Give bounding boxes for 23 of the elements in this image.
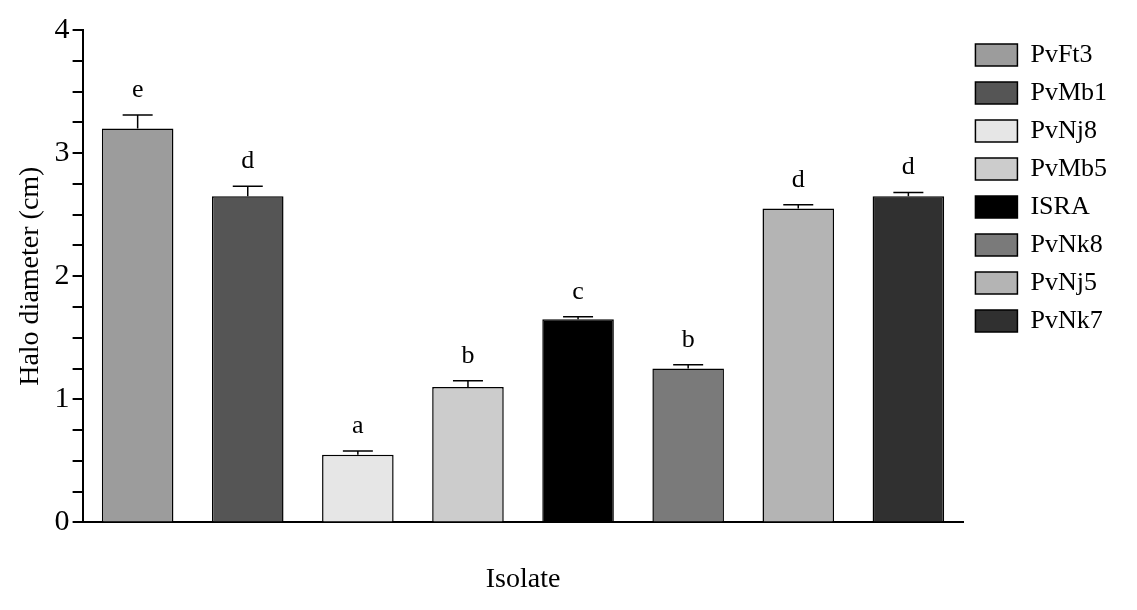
data-label: d [791, 163, 805, 193]
data-label: a [352, 409, 365, 439]
legend-label: PvNk8 [1030, 228, 1103, 258]
y-tick-label: 2 [54, 257, 70, 291]
y-tick-label: 4 [54, 10, 70, 44]
data-label: b [461, 339, 475, 369]
legend-label: PvMb5 [1030, 152, 1107, 182]
legend-label: ISRA [1030, 190, 1090, 220]
data-label: b [681, 323, 695, 353]
legend-label: PvNk7 [1030, 304, 1103, 334]
legend-label: PvNj8 [1030, 114, 1097, 144]
y-tick-label: 1 [54, 380, 70, 414]
data-label: c [572, 275, 584, 305]
y-tick-label: 0 [54, 503, 70, 537]
data-label: e [131, 73, 144, 103]
legend-label: PvFt3 [1030, 38, 1093, 68]
y-axis-title: Halo diameter (cm) [13, 166, 45, 386]
legend-label: PvMb1 [1030, 76, 1107, 106]
data-label: d [241, 145, 255, 175]
legend-label: PvNj5 [1030, 266, 1097, 296]
data-label: d [901, 151, 915, 181]
y-tick-label: 3 [54, 133, 70, 167]
x-axis-title: Isolate [485, 561, 561, 593]
